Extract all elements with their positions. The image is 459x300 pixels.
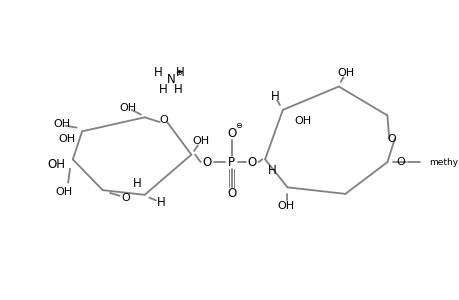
Text: H: H: [175, 66, 184, 79]
Text: N: N: [166, 74, 175, 86]
Text: O: O: [395, 157, 404, 167]
Text: O: O: [247, 156, 256, 169]
Text: O: O: [159, 115, 168, 125]
Text: P: P: [228, 156, 235, 169]
Text: H: H: [133, 177, 141, 190]
Text: H: H: [270, 90, 279, 103]
Text: OH: OH: [294, 116, 311, 126]
Text: ⊖: ⊖: [235, 121, 242, 130]
Text: OH: OH: [55, 187, 72, 197]
Text: O: O: [202, 156, 212, 169]
Text: OH: OH: [58, 134, 76, 144]
Text: OH: OH: [276, 201, 294, 211]
Text: O: O: [387, 134, 396, 144]
Text: O: O: [121, 193, 130, 202]
Text: H: H: [174, 83, 182, 96]
Text: OH: OH: [337, 68, 354, 79]
Text: OH: OH: [192, 136, 209, 146]
Text: O: O: [226, 188, 235, 200]
Text: OH: OH: [47, 158, 65, 170]
Text: O: O: [226, 127, 235, 140]
Text: H: H: [268, 164, 276, 177]
Text: H: H: [157, 196, 166, 209]
Text: methyl: methyl: [428, 158, 459, 166]
Text: ⊕: ⊕: [174, 68, 181, 77]
Text: OH: OH: [53, 119, 70, 129]
Text: H: H: [153, 66, 162, 79]
Text: OH: OH: [119, 103, 136, 113]
Text: H: H: [159, 83, 168, 96]
